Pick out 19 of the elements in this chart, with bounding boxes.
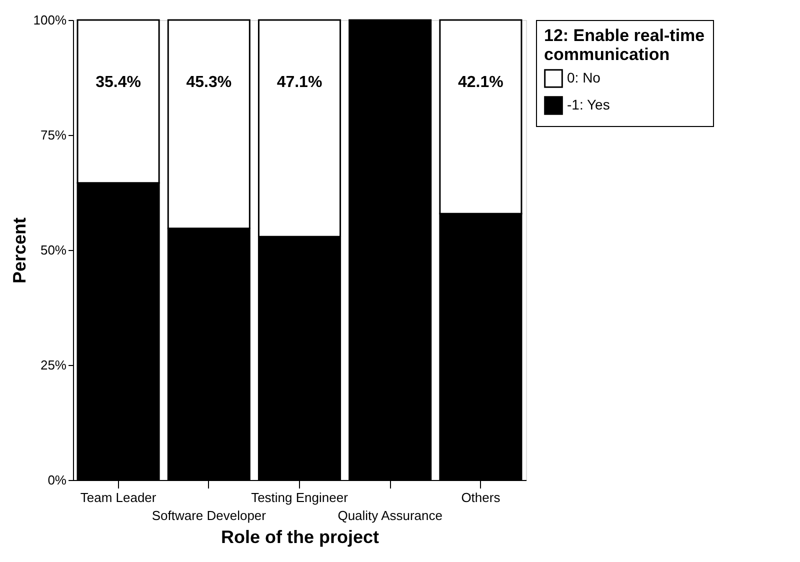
y-tick-label: 25% [40, 358, 67, 372]
y-tick-label: 100% [33, 12, 67, 28]
x-tick-label: Team Leader [80, 490, 157, 505]
legend-label: 0: No [567, 70, 601, 86]
x-tick-label: Testing Engineer [251, 490, 349, 505]
x-tick-label: Software Developer [152, 508, 267, 523]
x-axis-title: Role of the project [220, 527, 380, 547]
legend-title: 12: Enable real-time communication [544, 26, 705, 64]
data-label: 45.3% [186, 74, 232, 91]
y-tick-label: 50% [40, 242, 67, 258]
data-label: 42.1% [458, 74, 504, 91]
data-label: 35.4% [96, 74, 141, 91]
y-tick-label: 75% [40, 128, 67, 142]
data-label: 47.1% [276, 74, 322, 91]
x-tick-label: Quality Assurance [338, 508, 442, 523]
y-tick-label: 0% [48, 472, 67, 488]
x-tick-label: Others [461, 490, 501, 505]
legend-label: -1: Yes [567, 96, 610, 112]
y-axis-title: Percent [9, 217, 30, 284]
